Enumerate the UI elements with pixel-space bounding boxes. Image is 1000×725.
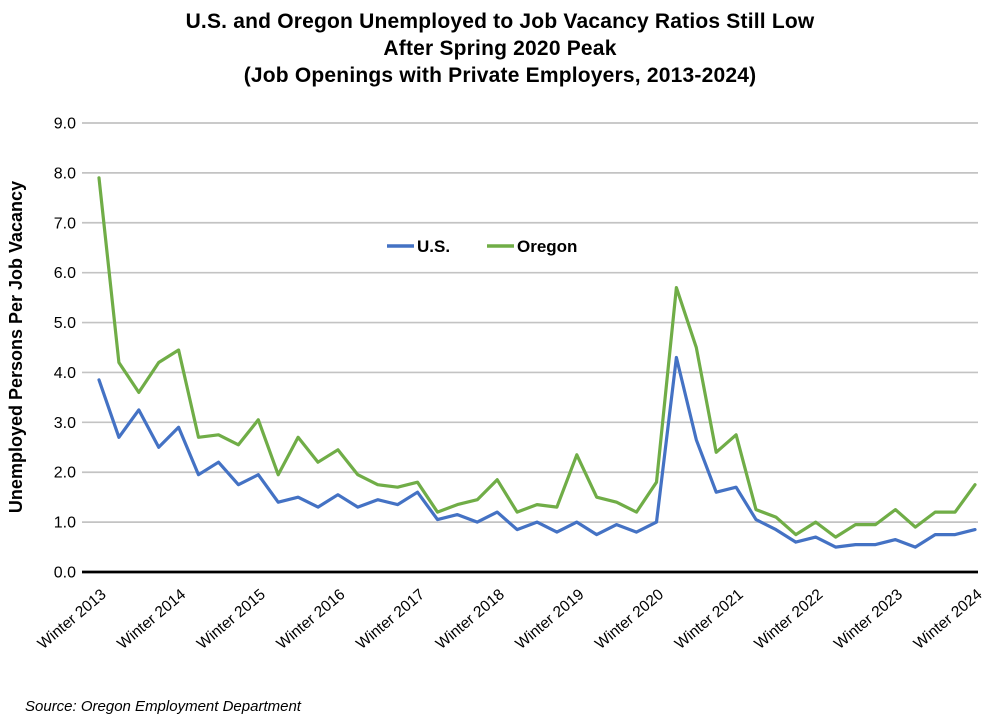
y-tick-label: 4.0 (54, 365, 76, 382)
oregon-series-line (97, 176, 977, 539)
y-axis-title-group: Unemployed Persons Per Job Vacancy (6, 181, 26, 513)
series-us (97, 355, 977, 549)
chart-title-line-2: After Spring 2020 Peak (383, 37, 617, 60)
y-gridlines (82, 122, 978, 523)
x-tick-label: Winter 2022 (751, 586, 826, 653)
u-s-series-line (97, 355, 977, 549)
legend-label: U.S. (417, 237, 450, 256)
x-axis-tick-labels: Winter 2013 Winter 2014 Winter 2015 Winter … (35, 586, 986, 653)
series-oregon (97, 176, 977, 539)
x-tick-label: Winter 2018 (433, 586, 508, 653)
y-tick-label: 5.0 (54, 315, 76, 332)
legend: U.S. Oregon (387, 237, 577, 256)
x-tick-label: Winter 2024 (911, 586, 986, 653)
x-tick-label: Winter 2014 (114, 586, 189, 653)
y-tick-label: 7.0 (54, 215, 76, 232)
x-tick-label: Winter 2019 (512, 586, 587, 653)
y-tick-label: 6.0 (54, 265, 76, 282)
source-note: Source: Oregon Employment Department (25, 698, 301, 715)
x-tick-label: Winter 2013 (35, 586, 110, 653)
chart-title: U.S. and Oregon Unemployed to Job Vacanc… (0, 8, 1000, 89)
y-tick-label: 8.0 (54, 165, 76, 182)
y-axis-title: Unemployed Persons Per Job Vacancy (6, 181, 26, 513)
y-tick-label: 3.0 (54, 415, 76, 432)
x-tick-label: Winter 2017 (353, 586, 428, 653)
y-axis-tick-labels: 0.0 1.0 2.0 3.0 4.0 5.0 6.0 7.0 8.0 9.0 (54, 116, 76, 582)
x-tick-label: Winter 2023 (831, 586, 906, 653)
y-tick-label: 2.0 (54, 465, 76, 482)
y-tick-label: 1.0 (54, 515, 76, 532)
x-tick-label: Winter 2020 (592, 586, 667, 653)
x-tick-label: Winter 2016 (274, 586, 349, 653)
chart-title-line-1: U.S. and Oregon Unemployed to Job Vacanc… (185, 10, 815, 33)
y-tick-label: 0.0 (54, 565, 76, 582)
x-tick-label: Winter 2015 (194, 586, 269, 653)
legend-label: Oregon (517, 237, 577, 256)
line-chart: 0.0 1.0 2.0 3.0 4.0 5.0 6.0 7.0 8.0 9.0 Unemployed… (6, 116, 986, 653)
x-tick-label: Winter 2021 (672, 586, 747, 653)
y-tick-label: 9.0 (54, 116, 76, 133)
chart-title-line-3: (Job Openings with Private Employers, 20… (243, 64, 757, 87)
